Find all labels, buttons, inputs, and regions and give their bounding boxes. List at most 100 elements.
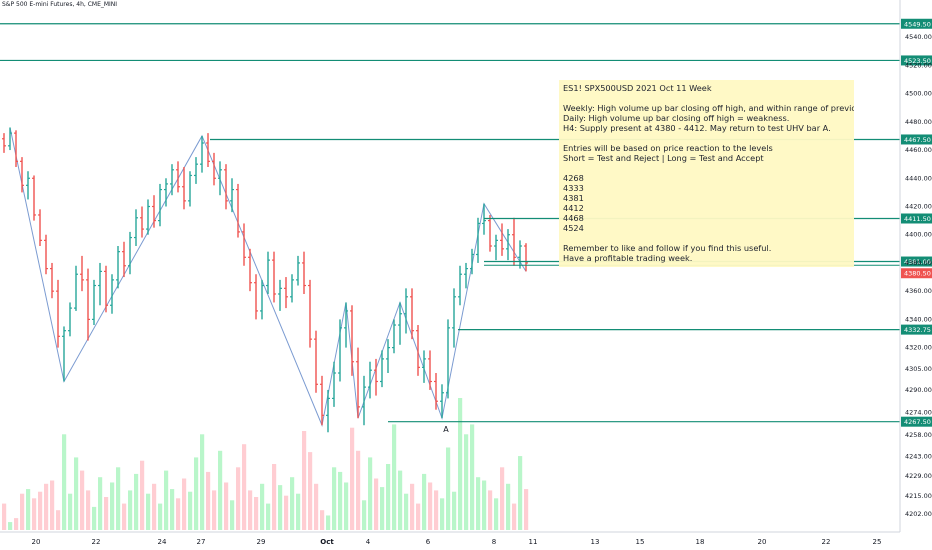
volume-bar — [260, 483, 265, 530]
ohlc-bar — [8, 127, 12, 151]
note-line: Daily: High volume up bar closing off hi… — [563, 113, 790, 123]
ohlc-bar — [380, 350, 384, 388]
ohlc-bar — [356, 347, 360, 419]
ohlc-bar — [80, 255, 84, 292]
level-price-tag — [901, 134, 932, 145]
volume-bar — [440, 498, 445, 530]
ohlc-bar — [158, 183, 162, 227]
ohlc-bar — [488, 214, 492, 252]
ohlc-bar — [422, 350, 426, 383]
volume-layer — [2, 398, 529, 530]
time-tick-label: Oct — [320, 538, 334, 546]
ohlc-bar — [170, 164, 174, 196]
ohlc-bar — [2, 133, 6, 153]
time-tick-label: 13 — [591, 538, 600, 546]
note-entries: Short = Test and Reject | Long = Test an… — [563, 153, 764, 163]
volume-bar — [452, 491, 457, 530]
ohlc-bar — [14, 130, 18, 167]
volume-bar — [38, 491, 43, 530]
ohlc-bar — [368, 361, 372, 399]
volume-bar — [134, 473, 139, 530]
ohlc-bar — [164, 178, 168, 207]
ohlc-bar — [104, 265, 108, 313]
volume-bar — [128, 490, 133, 530]
volume-bar — [68, 493, 73, 530]
level-price-text: 4411.50 — [904, 215, 931, 223]
price-tick-label: 4460.00 — [905, 146, 932, 154]
volume-bar — [104, 497, 109, 530]
volume-bar — [200, 434, 205, 530]
volume-bar — [236, 467, 241, 530]
ohlc-bar — [38, 209, 42, 247]
volume-bar — [2, 503, 7, 530]
ohlc-bar — [494, 234, 498, 261]
ohlc-bar — [374, 358, 378, 396]
price-tick-label: 4320.00 — [905, 344, 932, 352]
price-axis: 4540.00 4520.00 4500.00 4480.00 4460.00 4440.… — [899, 0, 932, 532]
volume-bar — [86, 490, 91, 530]
volume-bar — [248, 490, 253, 530]
ohlc-bar — [86, 268, 90, 341]
ohlc-bar — [278, 279, 282, 311]
time-tick-label: 22 — [92, 538, 101, 546]
ohlc-bar — [314, 330, 318, 393]
ohlc-bar — [146, 199, 150, 235]
volume-bar — [146, 493, 151, 530]
ohlc-bar — [326, 389, 330, 433]
volume-bar — [338, 471, 343, 530]
level-price-text: 4332.75 — [904, 326, 931, 334]
volume-bar — [278, 485, 283, 530]
volume-bar — [392, 424, 397, 530]
ohlc-bar — [50, 262, 54, 299]
ohlc-bar — [446, 319, 450, 399]
note-box[interactable]: ES1! SPX500USD 2021 Oct 11 Week Weekly: … — [559, 80, 854, 267]
price-tick-label: 4243.00 — [905, 452, 932, 460]
volume-bar — [272, 464, 277, 530]
symbol-title: S&P 500 E-mini Futures, 4h, CME_MINI — [2, 1, 118, 8]
time-tick-label: 15 — [636, 538, 645, 546]
volume-bar — [92, 506, 97, 530]
volume-bar — [8, 522, 13, 530]
volume-bar — [350, 427, 355, 530]
ohlc-bar — [206, 133, 210, 167]
note-closing: Remember to like and follow if you find … — [563, 243, 772, 253]
note-level: 4468 — [563, 213, 584, 223]
ohlc-bar — [212, 152, 216, 186]
volume-bar — [50, 480, 55, 530]
ohlc-bar — [470, 248, 474, 275]
ohlc-bar — [482, 203, 486, 235]
volume-bar — [122, 503, 127, 530]
ohlc-bar — [434, 373, 438, 410]
volume-bar — [62, 434, 67, 530]
ohlc-bar — [302, 251, 306, 294]
time-tick-label: 20 — [758, 538, 767, 546]
volume-bar — [98, 477, 103, 530]
ohlc-bar — [296, 255, 300, 286]
volume-bar — [14, 518, 19, 530]
ohlc-bar — [224, 164, 228, 210]
ohlc-bar — [26, 171, 30, 200]
price-tick-label: 4540.00 — [905, 33, 932, 41]
volume-bar — [74, 457, 79, 530]
price-tick-label: 4215.00 — [905, 492, 932, 500]
ohlc-bar — [392, 319, 396, 354]
price-tick-label: 4360.00 — [905, 287, 932, 295]
volume-bar — [368, 457, 373, 530]
current-price-text: 4380.50 — [904, 270, 931, 278]
price-tick-label: 4500.00 — [905, 90, 932, 98]
note-title: ES1! SPX500USD 2021 Oct 11 Week — [563, 83, 712, 93]
time-tick-label: 24 — [158, 538, 167, 546]
volume-bar — [56, 510, 61, 530]
volume-bar — [116, 467, 121, 530]
volume-bar — [26, 489, 31, 530]
ohlc-bar — [260, 279, 264, 320]
ohlc-bar — [308, 279, 312, 348]
level-price-text: 4467.50 — [904, 136, 931, 144]
volume-bar — [512, 503, 517, 530]
price-tick-label: 4340.00 — [905, 315, 932, 323]
volume-bar — [488, 490, 493, 530]
volume-bar — [386, 464, 391, 530]
time-tick-label: 4 — [366, 538, 371, 546]
